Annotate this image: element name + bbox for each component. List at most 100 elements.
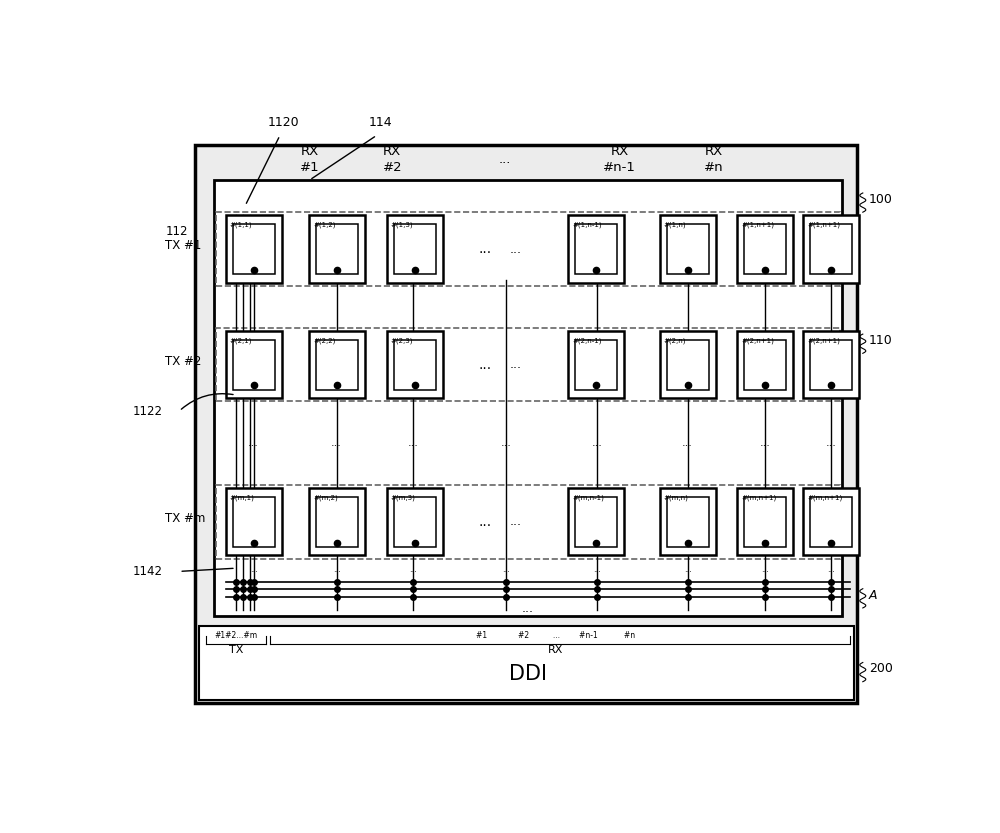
Bar — [309, 331, 365, 398]
Text: #(1,2): #(1,2) — [313, 222, 336, 228]
Bar — [744, 224, 786, 274]
Bar — [216, 327, 840, 402]
Text: ...: ... — [408, 438, 419, 448]
Text: ...: ... — [499, 153, 511, 166]
Text: #(1,n-1): #(1,n-1) — [572, 222, 602, 228]
Bar — [233, 496, 275, 546]
Text: #(m,n): #(m,n) — [664, 495, 688, 501]
Bar — [387, 488, 443, 556]
Text: 1120: 1120 — [268, 116, 300, 129]
Text: #(2,2): #(2,2) — [313, 337, 336, 344]
Text: RX: RX — [547, 646, 563, 656]
Text: RX
#n-1: RX #n-1 — [603, 145, 636, 174]
Text: ...: ... — [331, 438, 342, 448]
Text: #(2,n-1): #(2,n-1) — [572, 337, 602, 344]
Bar — [810, 496, 852, 546]
Bar — [316, 340, 358, 390]
Text: ...: ... — [248, 438, 259, 448]
Bar — [316, 496, 358, 546]
Text: ...: ... — [826, 438, 836, 448]
Bar — [568, 488, 624, 556]
Bar — [737, 331, 793, 398]
Text: #(2,n+1): #(2,n+1) — [807, 337, 840, 344]
Bar — [233, 340, 275, 390]
Text: 100: 100 — [869, 193, 893, 206]
Text: #(m,3): #(m,3) — [391, 495, 416, 501]
Bar — [575, 340, 617, 390]
Bar — [226, 488, 282, 556]
Bar — [660, 331, 716, 398]
Bar — [568, 216, 624, 282]
Text: ...: ... — [479, 357, 492, 372]
Text: #(1,1): #(1,1) — [230, 222, 252, 228]
Bar — [803, 331, 859, 398]
Bar — [660, 488, 716, 556]
Text: ...: ... — [592, 438, 602, 448]
Text: 114: 114 — [369, 116, 393, 129]
Text: #(1,n): #(1,n) — [664, 222, 686, 228]
Text: ...: ... — [593, 565, 601, 574]
Bar — [316, 224, 358, 274]
Bar — [744, 340, 786, 390]
Text: #(1,n+1): #(1,n+1) — [741, 222, 774, 228]
Text: #(1,3): #(1,3) — [391, 222, 413, 228]
Bar — [810, 224, 852, 274]
Text: 112: 112 — [165, 225, 188, 238]
Bar — [226, 216, 282, 282]
Bar — [660, 216, 716, 282]
Text: DDI: DDI — [509, 664, 547, 684]
Bar — [394, 496, 436, 546]
Bar — [233, 224, 275, 274]
Text: ...: ... — [333, 565, 341, 574]
Text: #(m,n+1): #(m,n+1) — [807, 495, 842, 501]
Text: 1142: 1142 — [133, 565, 163, 578]
Text: ...: ... — [761, 565, 769, 574]
Text: TX: TX — [229, 646, 243, 656]
Text: #(1,n+1): #(1,n+1) — [807, 222, 840, 228]
Text: ...: ... — [502, 565, 510, 574]
Bar — [568, 331, 624, 398]
Text: #(2,3): #(2,3) — [391, 337, 413, 344]
Bar — [737, 216, 793, 282]
Text: TX #2: TX #2 — [165, 355, 202, 367]
Text: 1122: 1122 — [133, 405, 163, 417]
Text: ...: ... — [509, 242, 521, 256]
Bar — [737, 488, 793, 556]
Text: A: A — [869, 589, 878, 601]
Bar — [803, 216, 859, 282]
Text: ...: ... — [501, 438, 512, 448]
Bar — [394, 340, 436, 390]
Text: #(2,1): #(2,1) — [230, 337, 252, 344]
Text: ...: ... — [522, 602, 534, 615]
Bar — [387, 216, 443, 282]
Text: ...: ... — [684, 565, 692, 574]
Text: RX
#2: RX #2 — [383, 145, 402, 174]
Text: #(2,n): #(2,n) — [664, 337, 686, 344]
Text: TX #1: TX #1 — [165, 239, 202, 252]
Text: ...: ... — [250, 565, 258, 574]
Bar — [667, 496, 709, 546]
Text: #1#2...#m: #1#2...#m — [214, 631, 257, 640]
Bar — [744, 496, 786, 546]
Bar — [309, 216, 365, 282]
Bar — [575, 224, 617, 274]
Text: 200: 200 — [869, 662, 893, 676]
Text: ...: ... — [409, 565, 417, 574]
Bar — [394, 224, 436, 274]
Text: #1             #2          ...        #n-1           #n: #1 #2 ... #n-1 #n — [476, 631, 635, 640]
Text: 110: 110 — [869, 334, 893, 347]
Text: #(m,2): #(m,2) — [313, 495, 338, 501]
Text: ...: ... — [827, 565, 835, 574]
Bar — [195, 145, 857, 703]
Bar — [309, 488, 365, 556]
Text: RX
#n: RX #n — [704, 145, 724, 174]
Text: ...: ... — [509, 358, 521, 371]
Text: ...: ... — [509, 515, 521, 528]
Bar — [216, 485, 840, 559]
Text: #(2,n+1): #(2,n+1) — [741, 337, 774, 344]
Bar — [803, 488, 859, 556]
Bar — [216, 212, 840, 286]
Bar — [387, 331, 443, 398]
Bar — [214, 180, 842, 616]
Bar — [667, 340, 709, 390]
